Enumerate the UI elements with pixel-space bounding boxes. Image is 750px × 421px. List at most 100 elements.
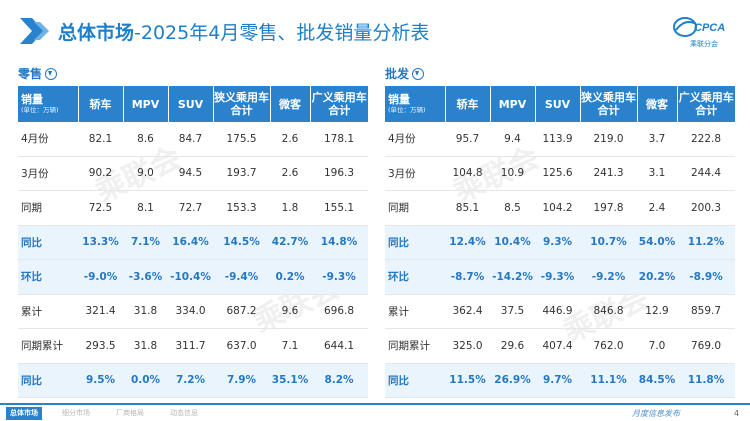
- table-cell: 637.0: [213, 328, 270, 364]
- table-cell: 7.1%: [123, 225, 168, 260]
- cpca-logo: CPCA 乘联分会: [672, 14, 732, 50]
- page-number: 4: [734, 409, 740, 418]
- table-cell: 11.8%: [677, 363, 735, 398]
- table-cell: 113.9: [535, 122, 580, 157]
- table-cell: 8.5: [490, 190, 535, 226]
- table-cell: 104.2: [535, 190, 580, 226]
- header-cell-volume: 销量 (单位：万辆): [18, 86, 79, 122]
- table-cell: 321.4: [78, 294, 123, 329]
- footer-tab-news[interactable]: 动态信息: [170, 409, 198, 417]
- footer-tab-overall[interactable]: 总体市场: [6, 407, 42, 420]
- table-cell: 769.0: [677, 328, 735, 364]
- table-cell: 293.5: [78, 328, 123, 364]
- table-cell: 241.3: [580, 156, 637, 191]
- table-cell: 219.0: [580, 122, 637, 157]
- table-cell: 3.1: [637, 156, 677, 191]
- header-cell: 狭义乘用车 合计: [213, 86, 271, 122]
- table-cell: 762.0: [580, 328, 637, 364]
- table-cell: 3.7: [637, 122, 677, 157]
- table-cell: 325.0: [445, 328, 490, 364]
- table-cell: 2.6: [270, 156, 310, 191]
- table-cell: 687.2: [213, 294, 270, 329]
- header: 总体市场-2025年4月零售、批发销量分析表 CPCA 乘联分会: [0, 0, 750, 56]
- row-label: 同期累计: [385, 328, 445, 364]
- table-cell: 11.2%: [677, 225, 735, 260]
- header-unit-label: (单位：万辆): [21, 106, 59, 114]
- table-row: 同期累计 293.5 31.8 311.7 637.0 7.1 644.1: [18, 328, 368, 364]
- table-cell: 35.1%: [270, 363, 310, 398]
- table-row: 同期累计 325.0 29.6 407.4 762.0 7.0 769.0: [385, 328, 735, 364]
- wholesale-table: 销量 (单位：万辆) 轿车 MPV SUV 狭义乘用车 合计 微客 广义乘用车 …: [385, 86, 735, 398]
- row-label: 3月份: [18, 156, 78, 191]
- header-cell-text: 狭义乘用车 合计: [214, 91, 269, 117]
- retail-label: 零售: [18, 67, 43, 81]
- table-cell: 54.0%: [637, 225, 677, 260]
- table-cell: -9.2%: [580, 259, 637, 295]
- table-cell: 11.5%: [445, 363, 490, 398]
- table-cell: 155.1: [310, 190, 368, 226]
- table-cell: 9.3%: [535, 225, 580, 260]
- table-row: 同比 11.5% 26.9% 9.7% 11.1% 84.5% 11.8%: [385, 363, 735, 398]
- table-row: 环比 -8.7% -14.2% -9.3% -9.2% 20.2% -8.9%: [385, 259, 735, 295]
- table-cell: 72.7: [168, 190, 213, 226]
- row-label: 同比: [385, 363, 445, 398]
- table-cell: 0.2%: [270, 259, 310, 295]
- arrow-down-circle-icon: [412, 68, 425, 80]
- table-cell: 1.8: [270, 190, 310, 226]
- table-cell: 31.8: [123, 328, 168, 364]
- table-cell: 222.8: [677, 122, 735, 157]
- arrow-down-circle-icon: [45, 68, 58, 80]
- footer-tab-segments[interactable]: 细分市场: [62, 409, 90, 417]
- footer-tab-manufacturers[interactable]: 厂商格局: [116, 409, 144, 417]
- table-cell: 153.3: [213, 190, 270, 226]
- row-label: 同比: [18, 363, 78, 398]
- table-cell: 95.7: [445, 122, 490, 157]
- table-cell: -3.6%: [123, 259, 168, 295]
- table-cell: 9.5%: [78, 363, 123, 398]
- table-cell: 11.1%: [580, 363, 637, 398]
- row-label: 3月份: [385, 156, 445, 191]
- table-cell: 244.4: [677, 156, 735, 191]
- table-cell: 94.5: [168, 156, 213, 191]
- logo-cn: 乘联分会: [690, 40, 718, 48]
- table-cell: 84.5%: [637, 363, 677, 398]
- table-cell: 0.0%: [123, 363, 168, 398]
- table-cell: -8.9%: [677, 259, 735, 295]
- table-cell: 42.7%: [270, 225, 310, 260]
- retail-table: 销量 (单位：万辆) 轿车 MPV SUV 狭义乘用车 合计 微客 广义乘用车 …: [18, 86, 368, 398]
- table-cell: 9.7%: [535, 363, 580, 398]
- table-row: 4月份 82.1 8.6 84.7 175.5 2.6 178.1: [18, 122, 368, 157]
- table-cell: -9.4%: [213, 259, 270, 295]
- table-cell: -9.0%: [78, 259, 123, 295]
- table-row: 同比 13.3% 7.1% 16.4% 14.5% 42.7% 14.8%: [18, 225, 368, 260]
- header-cell: 微客: [270, 86, 311, 122]
- table-cell: -9.3%: [310, 259, 368, 295]
- table-cell: 193.7: [213, 156, 270, 191]
- table-cell: 196.3: [310, 156, 368, 191]
- table-header-row: 销量 (单位：万辆) 轿车 MPV SUV 狭义乘用车 合计 微客 广义乘用车 …: [18, 86, 368, 122]
- table-cell: 7.9%: [213, 363, 270, 398]
- table-cell: 200.3: [677, 190, 735, 226]
- table-cell: 16.4%: [168, 225, 213, 260]
- table-row: 同比 12.4% 10.4% 9.3% 10.7% 54.0% 11.2%: [385, 225, 735, 260]
- row-label: 4月份: [18, 122, 78, 157]
- header-cell: 轿车: [445, 86, 491, 122]
- header-cell-text: 广义乘用车 合计: [678, 91, 734, 117]
- table-cell: 8.1: [123, 190, 168, 226]
- table-cell: 175.5: [213, 122, 270, 157]
- table-row: 同期 72.5 8.1 72.7 153.3 1.8 155.1: [18, 190, 368, 226]
- table-cell: 14.5%: [213, 225, 270, 260]
- header-cell: 广义乘用车 合计: [677, 86, 735, 122]
- row-label: 同期累计: [18, 328, 78, 364]
- header-cell: MPV: [123, 86, 169, 122]
- row-label: 同比: [18, 225, 78, 260]
- header-cell: 广义乘用车 合计: [310, 86, 368, 122]
- header-cell: MPV: [490, 86, 536, 122]
- table-row: 3月份 104.8 10.9 125.6 241.3 3.1 244.4: [385, 156, 735, 191]
- title-sub: -2025年4月零售、批发销量分析表: [134, 22, 430, 44]
- header-cell: SUV: [535, 86, 581, 122]
- table-cell: 2.4: [637, 190, 677, 226]
- footer: 总体市场 细分市场 厂商格局 动态信息 月度信息发布 4: [0, 403, 750, 421]
- table-cell: 178.1: [310, 122, 368, 157]
- table-cell: 125.6: [535, 156, 580, 191]
